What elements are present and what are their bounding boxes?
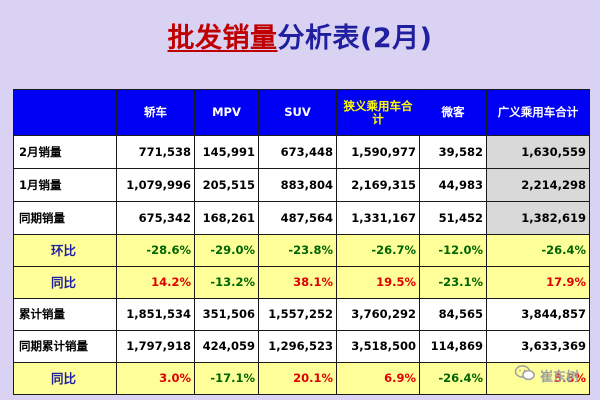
header-cell: 微客 <box>419 89 487 136</box>
table-cell: 1,851,534 <box>116 298 195 331</box>
table-cell: 39,582 <box>419 135 487 169</box>
table-cell: 487,564 <box>258 201 337 235</box>
table-cell: -17.1% <box>194 362 259 395</box>
table-cell: -26.4% <box>419 362 487 395</box>
title-part-2: 分析表(2月) <box>277 23 433 54</box>
table-cell: 3,844,857 <box>486 298 590 331</box>
table-cell: -29.0% <box>194 234 259 267</box>
table-row: 1月销量 1,079,996 205,515 883,804 2,169,315… <box>13 168 590 202</box>
header-cell: MPV <box>194 89 259 136</box>
table-cell: -13.2% <box>194 266 259 299</box>
table-row: 2月销量 771,538 145,991 673,448 1,590,977 3… <box>13 135 590 169</box>
table-cell: 6.9% <box>336 362 420 395</box>
table-cell: 38.1% <box>258 266 337 299</box>
table-cell: 3,518,500 <box>336 330 420 363</box>
table-cell: 44,983 <box>419 168 487 202</box>
row-label: 同期销量 <box>13 201 117 235</box>
table-cell: 19.5% <box>336 266 420 299</box>
table-cell: 1,079,996 <box>116 168 195 202</box>
table-row: 同比 3.0% -17.1% 20.1% 6.9% -26.4% 5.8% <box>13 362 590 395</box>
table-cell: 168,261 <box>194 201 259 235</box>
table-cell: 114,869 <box>419 330 487 363</box>
table-cell: 2,214,298 <box>486 168 590 202</box>
table-cell: 51,452 <box>419 201 487 235</box>
table-cell: 3,633,369 <box>486 330 590 363</box>
row-label: 同期累计销量 <box>13 330 117 363</box>
table-row: 同期累计销量 1,797,918 424,059 1,296,523 3,518… <box>13 330 590 363</box>
table-cell: 3.0% <box>116 362 195 395</box>
table-cell: 2,169,315 <box>336 168 420 202</box>
page-title: 批发销量分析表(2月) <box>0 16 600 55</box>
table-cell: 1,590,977 <box>336 135 420 169</box>
table-cell: 771,538 <box>116 135 195 169</box>
table-cell: 205,515 <box>194 168 259 202</box>
table-cell: 424,059 <box>194 330 259 363</box>
table-cell: -12.0% <box>419 234 487 267</box>
header-cell: 狭义乘用车合计 <box>336 89 420 136</box>
wechat-icon <box>514 364 536 386</box>
table-cell: 675,342 <box>116 201 195 235</box>
table-cell: 351,506 <box>194 298 259 331</box>
table-cell: -26.4% <box>486 234 590 267</box>
table-cell: 1,382,619 <box>486 201 590 235</box>
row-label: 2月销量 <box>13 135 117 169</box>
table-header-row: 轿车 MPV SUV 狭义乘用车合计 微客 广义乘用车合计 <box>13 89 590 136</box>
table-row: 同比 14.2% -13.2% 38.1% 19.5% -23.1% 17.9% <box>13 266 590 299</box>
table-cell: 14.2% <box>116 266 195 299</box>
watermark: 崔东树 <box>514 364 579 386</box>
table-row: 累计销量 1,851,534 351,506 1,557,252 3,760,2… <box>13 298 590 331</box>
table-cell: 84,565 <box>419 298 487 331</box>
table-cell: 17.9% <box>486 266 590 299</box>
header-cell: 轿车 <box>116 89 195 136</box>
row-label: 环比 <box>13 234 117 267</box>
table-cell: 1,797,918 <box>116 330 195 363</box>
table-cell: -23.1% <box>419 266 487 299</box>
row-label: 同比 <box>13 266 117 299</box>
title-part-1: 批发销量 <box>167 23 278 54</box>
table-cell: 5.8% <box>486 362 590 395</box>
table-cell: 1,630,559 <box>486 135 590 169</box>
header-corner <box>13 89 117 136</box>
table-cell: 3,760,292 <box>336 298 420 331</box>
table-cell: 883,804 <box>258 168 337 202</box>
row-label: 累计销量 <box>13 298 117 331</box>
table-cell: -28.6% <box>116 234 195 267</box>
watermark-text: 崔东树 <box>540 369 580 385</box>
header-cell: 广义乘用车合计 <box>486 89 590 136</box>
table-cell: 145,991 <box>194 135 259 169</box>
row-label: 1月销量 <box>13 168 117 202</box>
row-label: 同比 <box>13 362 117 395</box>
table-cell: -23.8% <box>258 234 337 267</box>
table-row: 同期销量 675,342 168,261 487,564 1,331,167 5… <box>13 201 590 235</box>
table-cell: 20.1% <box>258 362 337 395</box>
table-cell: 1,331,167 <box>336 201 420 235</box>
table-cell: -26.7% <box>336 234 420 267</box>
sales-table: 轿车 MPV SUV 狭义乘用车合计 微客 广义乘用车合计 2月销量 771,5… <box>13 89 590 395</box>
table-cell: 1,557,252 <box>258 298 337 331</box>
table-cell: 673,448 <box>258 135 337 169</box>
table-row: 环比 -28.6% -29.0% -23.8% -26.7% -12.0% -2… <box>13 234 590 267</box>
header-cell: SUV <box>258 89 337 136</box>
table-cell: 1,296,523 <box>258 330 337 363</box>
